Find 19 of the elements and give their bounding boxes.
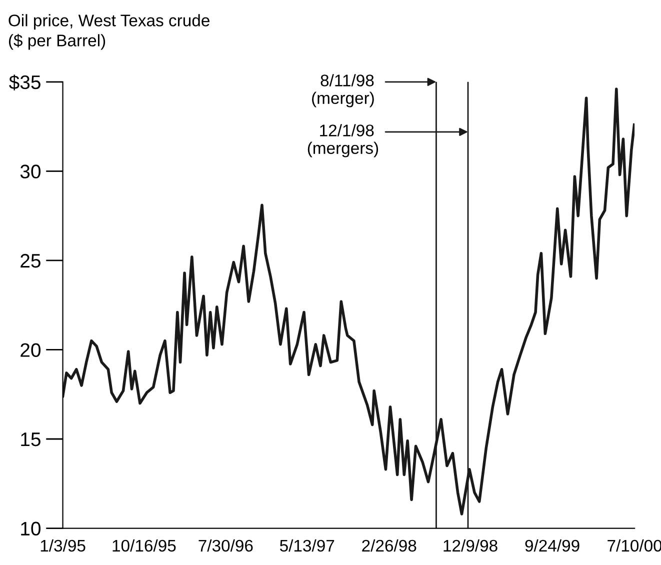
y-tick-label: 20 <box>20 343 41 357</box>
x-tick-label: 5/13/97 <box>280 539 334 552</box>
x-tick-label: 7/30/96 <box>198 539 253 552</box>
y-tick-label: 10 <box>21 522 41 536</box>
y-tick-label: 15 <box>21 432 40 446</box>
y-tick-label: $35 <box>9 74 40 90</box>
annotation: (mergers) <box>308 142 378 158</box>
x-tick-label: 2/26/98 <box>362 539 416 552</box>
chart-subtitle: ($ per Barrel) <box>8 34 106 50</box>
chart-title: Oil price, West Texas crude <box>8 14 210 30</box>
y-tick-label: 25 <box>20 254 40 268</box>
x-tick-label: 12/9/98 <box>444 539 498 552</box>
ref-line-label: 8/11/98 <box>320 74 374 86</box>
y-tick-label: 30 <box>20 164 41 178</box>
annotation: (merger) <box>312 92 374 108</box>
x-tick-label: 1/3/95 <box>40 539 86 552</box>
ref-line-label: 12/1/98 <box>320 124 374 136</box>
x-tick-label: 10/16/95 <box>112 539 176 552</box>
x-tick-label: 9/24/99 <box>525 539 580 552</box>
